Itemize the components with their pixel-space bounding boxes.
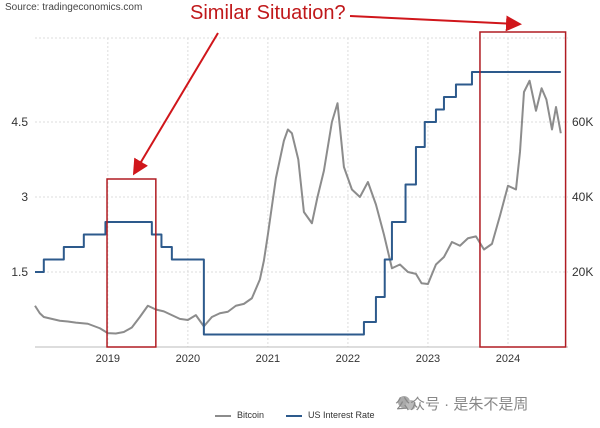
y-right-tick-label: 40K [572, 190, 593, 204]
y-right-tick-label: 60K [572, 115, 593, 129]
x-tick-label: 2020 [176, 353, 200, 365]
series-line-us-interest-rate [35, 71, 561, 336]
legend-item-bitcoin[interactable]: Bitcoin [215, 410, 264, 420]
x-tick-label: 2021 [256, 353, 280, 365]
highlight-box [479, 31, 567, 348]
legend: Bitcoin US Interest Rate [215, 410, 375, 420]
y-left-tick-label: 1.5 [11, 265, 28, 279]
legend-item-us-interest-rate[interactable]: US Interest Rate [286, 410, 375, 420]
y-left-tick-label: 3 [21, 190, 28, 204]
highlight-box [106, 178, 157, 348]
y-left-tick-label: 4.5 [11, 115, 28, 129]
series-line-bitcoin [34, 79, 562, 335]
source-label: Source: tradingeconomics.com [5, 2, 143, 13]
watermark: 公众号 · 是朱不是周 [395, 396, 529, 413]
arrow-to-2019-box [132, 32, 219, 176]
legend-label: US Interest Rate [308, 410, 375, 420]
legend-swatch [286, 414, 303, 417]
legend-swatch [215, 414, 231, 417]
x-tick-label: 2022 [336, 353, 360, 365]
x-tick-label: 2023 [416, 353, 440, 365]
y-right-tick-label: 20K [572, 265, 593, 279]
annotation-text: Similar Situation? [190, 2, 346, 24]
legend-label: Bitcoin [237, 410, 265, 420]
x-tick-label: 2019 [96, 353, 120, 365]
arrow-to-2024-box [349, 15, 522, 32]
x-tick-label: 2024 [496, 353, 520, 365]
wechat-icon [406, 400, 416, 410]
